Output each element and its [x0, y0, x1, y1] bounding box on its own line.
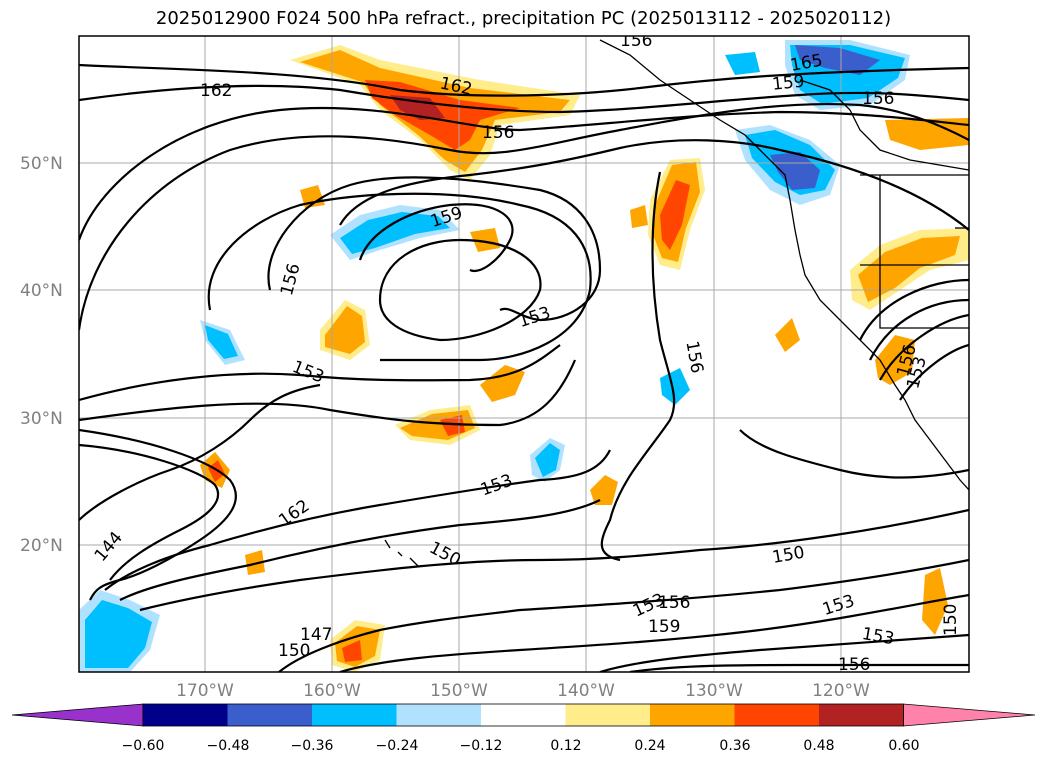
lat-label: 50°N [20, 154, 63, 174]
contour-label: 156 [482, 123, 514, 143]
contour-label: 162 [200, 81, 232, 101]
contour-label: 156 [620, 31, 652, 51]
contour-label: 159 [771, 72, 805, 95]
map-title: 2025012900 F024 500 hPa refract., precip… [155, 8, 892, 29]
contour-label: 150 [278, 641, 310, 661]
latitude-axis: 50°N 40°N 30°N 20°N [20, 154, 63, 556]
shade-negative [340, 212, 450, 254]
contour-label: 156 [838, 655, 870, 675]
colorbar-tick-label: 0.60 [888, 738, 919, 754]
graticule [79, 36, 969, 672]
colorbar-segment [819, 704, 904, 726]
colorbar-segment [734, 704, 819, 726]
colorbar-segment [650, 704, 735, 726]
shade-negative [770, 152, 820, 190]
shade-positive [858, 236, 960, 302]
contour-label: 150 [941, 604, 961, 636]
colorbar-tick-label: 0.36 [719, 738, 750, 754]
shade-positive [325, 306, 365, 354]
shade-negative [535, 443, 560, 477]
shade-positive [480, 365, 525, 402]
longitude-axis: 170°W 160°W 150°W 140°W 130°W 120°W [176, 681, 870, 701]
colorbar-tick-label: 0.48 [803, 738, 834, 754]
colorbar-segment [481, 704, 566, 726]
shade-positive [590, 475, 618, 505]
shade-positive [245, 550, 265, 575]
shade-positive [470, 228, 500, 252]
colorbar-tick-label: 0.24 [634, 738, 665, 754]
colorbar-segment [227, 704, 312, 726]
shade-negative [660, 368, 690, 405]
shade-negative [205, 325, 238, 359]
colorbar-segment [143, 704, 228, 726]
shade-negative [725, 52, 760, 75]
shade-negative [85, 600, 152, 668]
colorbar-extend-low [11, 703, 144, 727]
colorbar-tick-label: −0.36 [291, 738, 334, 754]
shade-positive [342, 640, 362, 662]
contour-label: 159 [648, 617, 680, 637]
lon-label: 130°W [685, 681, 743, 701]
colorbar-outline [142, 703, 904, 727]
shade-positive [775, 318, 800, 352]
colorbar-segment [312, 704, 397, 726]
lat-label: 40°N [20, 281, 63, 301]
contours [79, 63, 969, 672]
contour-label: 156 [658, 593, 690, 613]
shade-positive [885, 118, 969, 150]
colorbar-tick-label: 0.12 [550, 738, 581, 754]
shade-negative [795, 45, 880, 75]
map-frame [78, 35, 970, 673]
lat-label: 30°N [20, 409, 63, 429]
lon-label: 120°W [812, 681, 870, 701]
shade-positive [390, 95, 445, 120]
lon-label: 150°W [430, 681, 488, 701]
colorbar-segment [565, 704, 650, 726]
contour-label: 156 [862, 89, 894, 109]
colorbar-tick-label: −0.12 [460, 738, 503, 754]
colorbar-ticks: −0.60 −0.48 −0.36 −0.24 −0.12 0.12 0.24 … [122, 738, 920, 754]
colorbar-tick-label: −0.24 [376, 738, 419, 754]
colorbar-extend-high [903, 703, 1036, 727]
colorbar-segment [396, 704, 481, 726]
contour-label: 147 [300, 625, 332, 645]
lon-label: 160°W [303, 681, 361, 701]
shade-positive [630, 205, 648, 228]
shade-positive [660, 180, 690, 250]
colorbar [11, 703, 1036, 727]
lon-label: 170°W [176, 681, 234, 701]
lon-label: 140°W [557, 681, 615, 701]
map-panel: 162 162 165 159 156 156 159 156 153 153 … [79, 31, 969, 675]
colorbar-tick-label: −0.60 [122, 738, 165, 754]
colorbar-tick-label: −0.48 [207, 738, 250, 754]
lat-label: 20°N [20, 536, 63, 556]
